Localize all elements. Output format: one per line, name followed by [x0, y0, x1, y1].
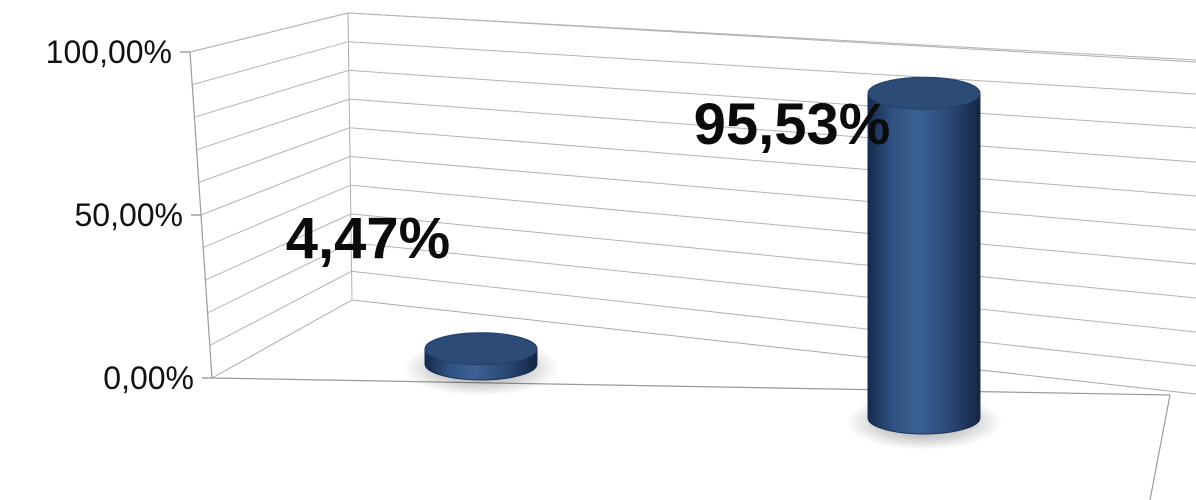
floor-back-edge [351, 299, 1196, 395]
floor-plane [212, 300, 1196, 500]
y-axis: 0,00% 50,00% 100,00% [46, 34, 212, 396]
floor-left-edge [211, 299, 353, 379]
y-tick-label: 50,00% [74, 197, 183, 233]
bars [403, 76, 1002, 450]
data-labels: 4,47% 95,53% [286, 92, 891, 271]
data-label-2: 95,53% [694, 92, 891, 157]
bar-1 [403, 332, 559, 396]
bar-top [867, 76, 981, 110]
y-tick-label: 0,00% [103, 360, 194, 396]
bar-body [867, 92, 981, 435]
floor-right-edge [1149, 394, 1171, 500]
bar-2 [846, 76, 1002, 450]
y-tick-label: 100,00% [46, 34, 172, 70]
data-label-1: 4,47% [286, 206, 450, 271]
bar-top [424, 332, 538, 366]
gridline [192, 41, 1196, 95]
gridline [189, 12, 1196, 61]
floor-front-edge [211, 377, 1171, 396]
